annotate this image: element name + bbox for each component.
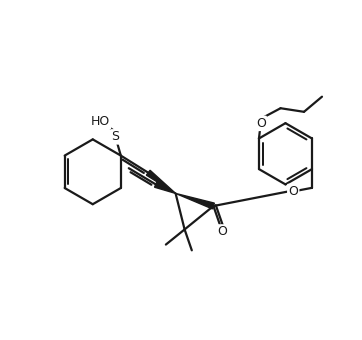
Polygon shape — [176, 193, 214, 209]
Text: HO: HO — [90, 115, 110, 128]
Text: O: O — [218, 225, 227, 238]
Text: S: S — [111, 130, 119, 143]
Text: O: O — [288, 185, 298, 198]
Polygon shape — [146, 170, 176, 193]
Text: O: O — [256, 117, 266, 130]
Polygon shape — [155, 182, 176, 193]
